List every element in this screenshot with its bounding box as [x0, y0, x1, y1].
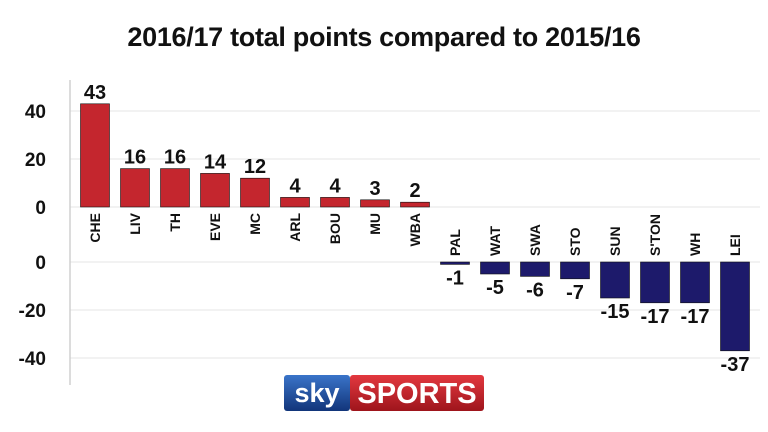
data-label: -15	[601, 301, 630, 323]
data-label: -17	[681, 306, 710, 328]
bar	[680, 261, 710, 304]
bar	[600, 261, 630, 299]
bar	[520, 261, 550, 277]
bar	[640, 261, 670, 304]
data-label: -5	[486, 277, 504, 299]
y-tick-label: 20	[25, 150, 46, 171]
data-label: 2	[409, 180, 420, 202]
bar	[120, 168, 150, 208]
category-label: WAT	[487, 225, 503, 256]
category-label: WBA	[407, 213, 423, 246]
y-tick-label: -40	[19, 349, 46, 370]
category-label: SWA	[527, 224, 543, 256]
y-tick-label: -20	[19, 301, 46, 322]
bar	[160, 168, 190, 208]
bar	[320, 197, 350, 208]
bar	[360, 199, 390, 208]
category-label: MU	[367, 213, 383, 235]
data-label: 4	[289, 175, 301, 197]
data-label: -17	[641, 306, 670, 328]
logo-sports-panel	[350, 375, 484, 411]
category-label: S'TON	[647, 214, 663, 256]
y-tick-label: 0	[35, 253, 46, 274]
bar	[720, 261, 750, 352]
category-label: MC	[247, 213, 263, 235]
category-label: STO	[567, 227, 583, 256]
category-label: LIV	[127, 212, 143, 234]
category-label: LEI	[727, 234, 743, 256]
bar	[440, 261, 470, 265]
bar	[200, 173, 230, 208]
category-label: EVE	[207, 213, 223, 241]
bar	[280, 197, 310, 208]
data-label: -37	[721, 354, 750, 376]
data-label: 16	[164, 147, 186, 169]
data-label: -7	[566, 282, 584, 304]
chart-title: 2016/17 total points compared to 2015/16	[127, 22, 641, 52]
data-label: 16	[124, 147, 146, 169]
data-label: 4	[329, 175, 341, 197]
y-tick-label: 0	[35, 198, 46, 219]
category-label: SUN	[607, 226, 623, 256]
category-label: TH	[167, 213, 183, 232]
category-label: ARL	[287, 213, 303, 242]
data-label: 3	[369, 178, 380, 200]
category-label: PAL	[447, 229, 463, 256]
bar	[240, 177, 270, 208]
logo-sky-text: sky	[294, 378, 339, 408]
y-tick-label: 40	[25, 102, 46, 123]
data-label: -1	[446, 267, 464, 289]
bar	[400, 201, 430, 208]
logo-sports-text: SPORTS	[357, 378, 476, 410]
bar	[80, 103, 110, 208]
labels: 020400-20-4043CHE16LIV16TH14EVE12MC4ARL4…	[19, 82, 750, 376]
data-label: 14	[204, 151, 227, 173]
category-label: WH	[687, 233, 703, 256]
data-label: -6	[526, 279, 544, 301]
bar	[560, 261, 590, 280]
bars	[80, 103, 750, 352]
category-label: BOU	[327, 213, 343, 244]
category-label: CHE	[87, 213, 103, 243]
sky-sports-logo: sky SPORTS	[284, 375, 484, 411]
data-label: 12	[244, 156, 266, 178]
data-label: 43	[84, 82, 106, 104]
bar	[480, 261, 510, 275]
logo-sky-panel	[284, 375, 350, 411]
